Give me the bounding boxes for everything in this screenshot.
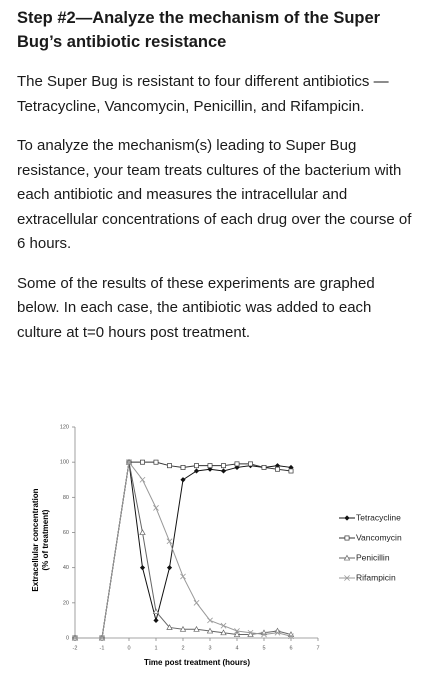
x-axis-label: Time post treatment (hours)	[144, 658, 250, 667]
series-line	[75, 462, 292, 639]
data-point	[234, 628, 240, 634]
x-tick-label: 1	[154, 645, 157, 651]
legend-label: Tetracycline	[356, 512, 401, 522]
x-tick-label: 0	[127, 645, 130, 651]
y-tick-label: 120	[60, 424, 69, 430]
data-point	[180, 477, 186, 483]
data-point	[220, 468, 227, 474]
data-point	[180, 465, 186, 470]
data-point	[261, 631, 267, 638]
data-point	[140, 459, 145, 465]
data-point	[139, 529, 146, 535]
data-point	[207, 463, 213, 469]
data-point	[193, 625, 200, 632]
data-point	[139, 565, 146, 571]
data-point	[194, 463, 199, 469]
x-tick-label: 7	[316, 645, 319, 651]
data-point	[288, 633, 294, 640]
data-point	[72, 635, 78, 641]
x-tick-label: 4	[235, 645, 238, 651]
data-point	[167, 463, 172, 469]
x-tick-label: -2	[73, 645, 78, 651]
data-point	[166, 624, 173, 630]
legend-marker	[343, 554, 351, 561]
x-tick-label: 5	[262, 645, 265, 651]
data-point	[99, 635, 105, 641]
x-tick-label: 6	[289, 645, 292, 651]
data-point	[207, 617, 213, 624]
y-tick-label: 0	[66, 635, 69, 641]
data-point	[152, 608, 160, 615]
document: Step #2—Analyze the mechanism of the Sup…	[17, 6, 419, 360]
data-point	[166, 565, 173, 571]
x-tick-label: 2	[181, 645, 184, 651]
data-point	[261, 465, 267, 470]
series-line	[75, 462, 292, 639]
series-line	[75, 461, 292, 639]
y-axis-label: (% of treatment)	[41, 509, 50, 570]
x-tick-label: -1	[100, 645, 105, 651]
legend-label: Rifampicin	[356, 572, 396, 582]
legend-marker	[344, 575, 350, 581]
data-point	[247, 629, 254, 636]
data-point	[221, 463, 226, 469]
data-point	[153, 617, 159, 624]
data-point	[166, 538, 173, 545]
data-point	[180, 573, 186, 580]
data-point	[248, 461, 253, 467]
legend-label: Penicillin	[356, 552, 390, 562]
chart: Time post treatment (hours) Extracellula…	[31, 424, 402, 667]
data-point	[234, 461, 240, 467]
data-point	[275, 466, 280, 472]
data-point	[274, 629, 281, 636]
data-point	[220, 622, 227, 629]
legend-marker	[344, 535, 350, 541]
paragraph: The Super Bug is resistant to four diffe…	[17, 73, 389, 115]
y-tick-label: 40	[63, 565, 69, 571]
heading: Step #2—Analyze the mechanism of the Sup…	[17, 9, 381, 51]
legend-label: Vancomycin	[356, 532, 402, 542]
data-point	[288, 468, 294, 474]
legend-marker	[344, 515, 350, 521]
data-point	[126, 459, 132, 466]
data-point	[179, 625, 187, 632]
y-axis-label: Extracellular concentration	[31, 488, 40, 591]
paragraph: To analyze the mechanism(s) leading to S…	[17, 137, 412, 252]
data-point	[206, 627, 214, 634]
data-point	[193, 599, 200, 606]
series-line	[75, 460, 292, 639]
x-tick-label: 3	[208, 645, 211, 651]
data-point	[153, 505, 159, 511]
y-tick-label: 80	[63, 495, 69, 501]
y-tick-label: 20	[63, 600, 69, 606]
data-point	[193, 468, 200, 474]
data-point	[220, 629, 227, 636]
data-point	[233, 631, 241, 637]
y-tick-label: 100	[60, 460, 69, 466]
paragraph: Some of the results of these experiments…	[17, 274, 375, 341]
y-tick-label: 60	[63, 530, 69, 536]
data-point	[153, 459, 159, 465]
data-point	[139, 476, 146, 483]
